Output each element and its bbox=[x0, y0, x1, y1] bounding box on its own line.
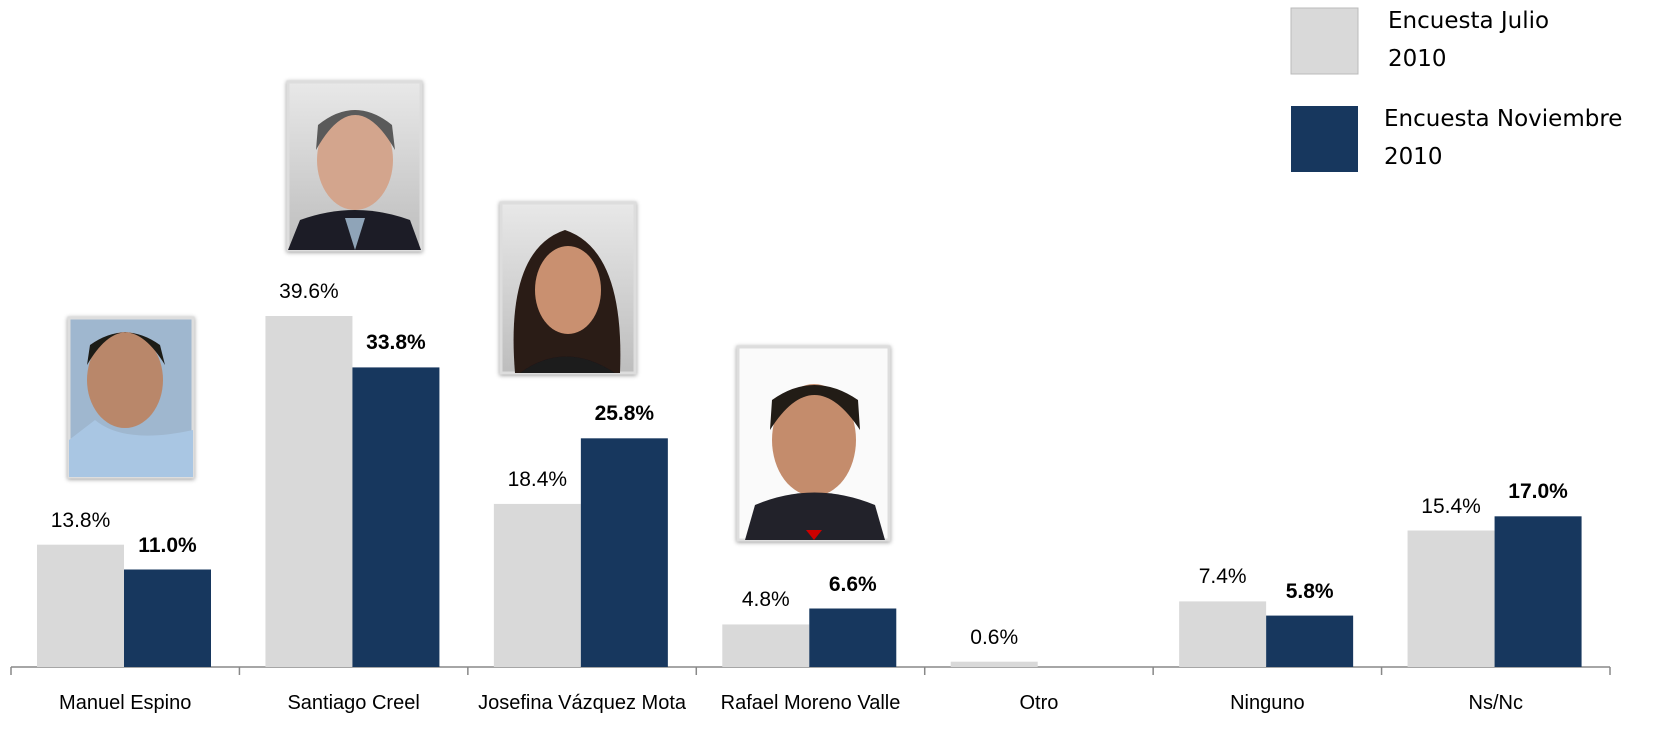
photo bbox=[499, 201, 637, 375]
x-tick-label: Josefina Vázquez Mota bbox=[478, 692, 686, 714]
legend-label: Encuesta Noviembre 2010 bbox=[1384, 106, 1623, 170]
photo bbox=[736, 345, 891, 542]
bar bbox=[1266, 615, 1354, 667]
bar bbox=[352, 367, 440, 667]
value-label: 6.6% bbox=[828, 572, 877, 596]
value-label: 5.8% bbox=[1285, 579, 1334, 603]
value-label: 25.8% bbox=[594, 402, 655, 426]
x-tick-label: Otro bbox=[1019, 692, 1059, 714]
value-label: 7.4% bbox=[1198, 565, 1247, 589]
value-label: 18.4% bbox=[507, 467, 568, 491]
value-label: 33.8% bbox=[366, 331, 426, 355]
bar bbox=[809, 608, 897, 667]
photo bbox=[67, 316, 195, 479]
bar bbox=[37, 544, 124, 667]
legend-swatch bbox=[1291, 106, 1358, 172]
value-label: 17.0% bbox=[1508, 480, 1568, 504]
bar bbox=[124, 569, 211, 667]
bar bbox=[265, 316, 353, 667]
value-label: 0.6% bbox=[970, 625, 1019, 649]
value-label: 13.8% bbox=[50, 508, 111, 532]
bar bbox=[1494, 516, 1582, 667]
legend-swatch bbox=[1290, 7, 1359, 75]
bar bbox=[1407, 530, 1495, 667]
value-label: 4.8% bbox=[741, 588, 790, 612]
x-tick-label: Rafael Moreno Valle bbox=[720, 692, 901, 714]
x-tick-label: Santiago Creel bbox=[287, 692, 420, 714]
value-label: 15.4% bbox=[1421, 494, 1481, 518]
x-tick-label: Manuel Espino bbox=[59, 692, 192, 714]
bar bbox=[950, 661, 1038, 667]
x-tick-label: Ns/Nc bbox=[1468, 692, 1523, 714]
bar bbox=[580, 438, 668, 667]
legend-label: Encuesta Julio 2010 bbox=[1388, 8, 1550, 72]
bar bbox=[722, 624, 810, 667]
value-label: 39.6% bbox=[279, 280, 339, 303]
value-label: 11.0% bbox=[138, 533, 197, 557]
photo bbox=[286, 80, 423, 252]
x-tick-label: Ninguno bbox=[1230, 692, 1305, 714]
bar bbox=[493, 503, 581, 667]
bar bbox=[1179, 601, 1267, 667]
